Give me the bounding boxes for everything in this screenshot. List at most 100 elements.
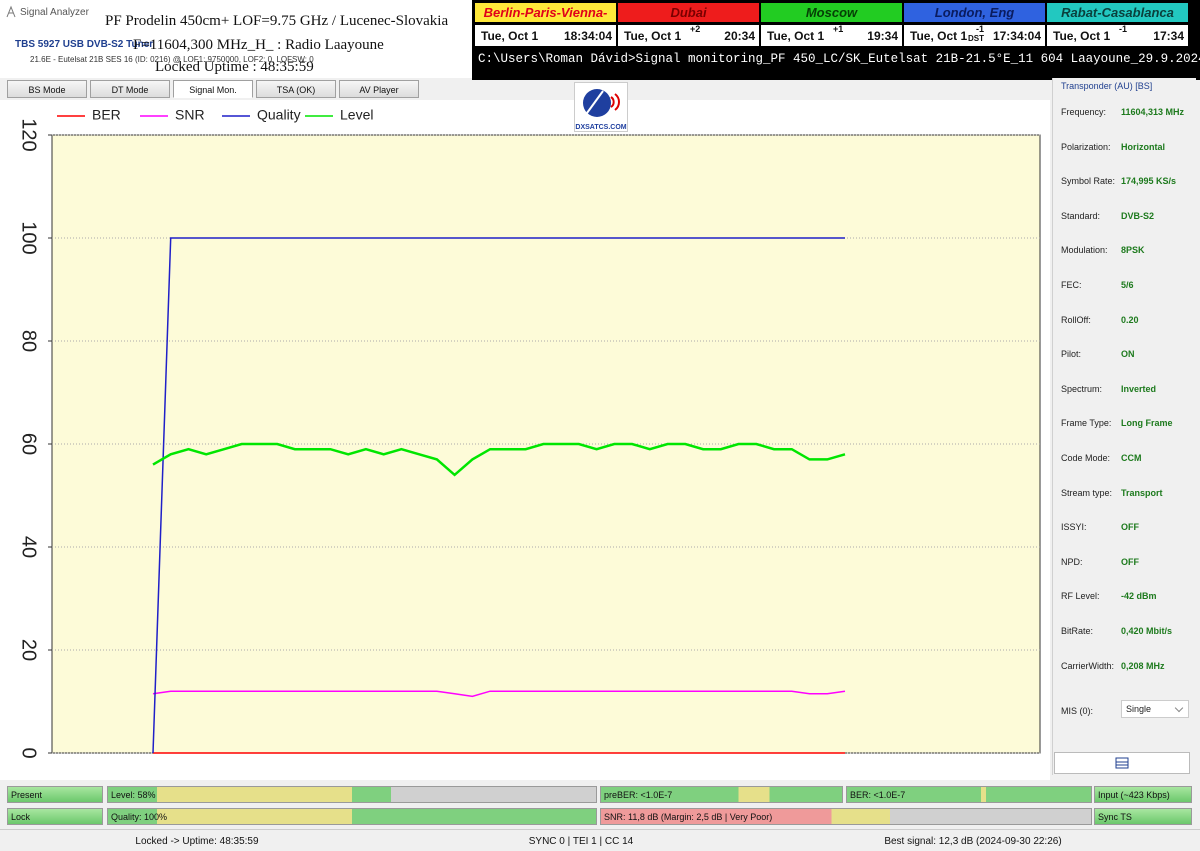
field-label: Code Mode: xyxy=(1061,453,1111,463)
status-cell: SNR: 11,8 dB (Margin: 2,5 dB | Very Poor… xyxy=(600,808,1092,825)
tab[interactable]: TSA (OK) xyxy=(256,80,336,98)
clock-time: 17:34:04 xyxy=(992,29,1041,43)
status-cell: Quality: 100% xyxy=(107,808,597,825)
field-label: FEC: xyxy=(1061,280,1082,290)
chart: 0 20 40 60 80 100 120 BER SNR Quality Level xyxy=(0,100,1050,780)
field-value: OFF xyxy=(1121,556,1139,567)
device-name: TBS 5927 USB DVB-S2 Tuner xyxy=(15,39,154,50)
tab[interactable]: AV Player xyxy=(339,80,419,98)
status-footer: Locked -> Uptime: 48:35:59 SYNC 0 | TEI … xyxy=(0,829,1200,851)
clock-note: DST xyxy=(968,34,984,43)
tab[interactable]: DT Mode xyxy=(90,80,170,98)
logo-dish xyxy=(583,89,620,117)
clock-time: 17:34 xyxy=(1153,29,1184,43)
caption: F=11604,300 MHz_H_ : Radio Laayoune xyxy=(133,37,384,53)
field-label: NPD: xyxy=(1061,556,1083,567)
status-cell: Present xyxy=(7,786,103,803)
caption: PF Prodelin 450cm+ LOF=9.75 GHz / Lucene… xyxy=(105,13,449,29)
field-label: RollOff: xyxy=(1061,314,1091,325)
caption: Locked Uptime : 48:35:59 xyxy=(155,59,314,75)
field-label: Frequency: xyxy=(1061,107,1107,117)
menu-button[interactable] xyxy=(1054,752,1190,774)
field-value: 0.20 xyxy=(1121,314,1139,325)
field-value: OFF xyxy=(1121,522,1139,533)
y-tick-label: 40 xyxy=(18,536,40,558)
field-value: Transport xyxy=(1121,487,1163,498)
legend-label: Level xyxy=(340,107,373,123)
field-label: Stream type: xyxy=(1061,487,1113,498)
clock: Moscow Tue, Oct 1 19:34 +1 xyxy=(761,3,902,48)
field-label: Spectrum: xyxy=(1061,383,1103,394)
clock-day: Tue, Oct 1 xyxy=(624,29,682,43)
field-label: CarrierWidth: xyxy=(1061,660,1115,671)
clock-city: London, Eng xyxy=(904,3,1045,22)
clock: Dubai Tue, Oct 1 20:34 +2 xyxy=(618,3,759,48)
clock: Berlin-Paris-Vienna-RomaTue, Oct 1 18:34:… xyxy=(475,3,616,48)
field-value: Inverted xyxy=(1121,383,1157,394)
clock-panel: Berlin-Paris-Vienna-RomaTue, Oct 118:34:… xyxy=(472,0,1200,80)
clock-day: Tue, Oct 1 xyxy=(481,29,539,43)
clock-time-row: Tue, Oct 1 17:34:04 -1 DST xyxy=(904,24,1045,46)
clock-day: Tue, Oct 1 xyxy=(767,29,825,43)
tab[interactable]: Signal Mon. xyxy=(173,80,253,98)
legend-label: Quality xyxy=(257,107,301,123)
clock-offset: -1 xyxy=(1119,24,1128,34)
console-line: C:\Users\Roman Dávid>Signal monitoring_P… xyxy=(478,52,1200,66)
field-value: Horizontal xyxy=(1121,141,1165,152)
clock-offset: +1 xyxy=(833,24,844,34)
clock-offset: -1 xyxy=(976,24,985,34)
window-title: Signal Analyzer xyxy=(20,7,89,18)
field-value: DVB-S2 xyxy=(1121,210,1155,221)
legend-label: BER xyxy=(92,107,121,123)
clock-time-row: Tue, Oct 1 18:34:04 xyxy=(475,25,616,46)
clock-city: Berlin-Paris-Vienna-Roma xyxy=(475,3,616,39)
field-value: 0,208 MHz xyxy=(1121,660,1165,671)
status-cell: Lock xyxy=(7,808,103,825)
clock-city: Dubai xyxy=(618,3,759,22)
logo-text: DXSATCS.COM xyxy=(575,124,627,131)
clock-day: Tue, Oct 1 xyxy=(1053,29,1111,43)
clock-city: Moscow xyxy=(761,3,902,22)
transponder-panel: Transponder (AU) [BS] Frequency: 11604,31… xyxy=(1052,78,1196,775)
footer-text: Locked -> Uptime: 48:35:59 xyxy=(135,836,259,847)
y-tick-label: 100 xyxy=(18,221,40,254)
clock-time-row: Tue, Oct 1 17:34 -1 xyxy=(1047,24,1188,46)
clock-time: 18:34:04 xyxy=(563,29,612,43)
series-line xyxy=(152,690,846,698)
clock-city: Rabat-Casablanca xyxy=(1047,3,1188,22)
y-tick-label: 20 xyxy=(18,639,40,661)
field-value: 0,420 Mbit/s xyxy=(1121,626,1173,636)
clock: Rabat-Casablanca Tue, Oct 1 17:34 -1 xyxy=(1047,3,1188,48)
field-label: BitRate: xyxy=(1061,626,1094,636)
footer-text: Best signal: 12,3 dB (2024-09-30 22:26) xyxy=(884,836,1062,847)
logo: DXSATCS.COM xyxy=(574,82,628,132)
status-cell: preBER: <1.0E-7 xyxy=(600,786,843,803)
mis-select[interactable]: Single xyxy=(1121,700,1189,718)
field-value: 174,995 KS/s xyxy=(1121,176,1177,187)
field-value: CCM xyxy=(1121,453,1142,463)
field-value: 8PSK xyxy=(1121,245,1145,256)
field-label: Modulation: xyxy=(1061,245,1108,256)
mis-value: Single xyxy=(1126,704,1152,714)
field-label: Pilot: xyxy=(1061,349,1082,360)
field-label: Standard: xyxy=(1061,210,1101,221)
y-tick-label: 60 xyxy=(18,433,40,455)
field-value: Long Frame xyxy=(1121,418,1173,429)
y-tick-label: 80 xyxy=(18,330,40,352)
footer-text: SYNC 0 | TEI 1 | CC 14 xyxy=(528,836,634,847)
clock-time-row: Tue, Oct 1 20:34 +2 xyxy=(618,24,759,46)
field-value: 5/6 xyxy=(1121,280,1134,290)
y-tick-label: 120 xyxy=(18,118,40,151)
satellite-info: 21.6E - Eutelsat 21B SES 16 (ID: 0216) @… xyxy=(30,55,314,64)
clock-offset: +2 xyxy=(690,24,701,34)
series-line xyxy=(152,237,845,754)
clock-time-row: Tue, Oct 1 19:34 +1 xyxy=(761,24,902,46)
tab[interactable]: BS Mode xyxy=(7,80,87,98)
series-line xyxy=(152,442,846,477)
clock-time: 19:34 xyxy=(867,29,898,43)
field-label: ISSYI: xyxy=(1061,522,1087,533)
status-cell: Sync TS xyxy=(1094,808,1192,825)
status-cell: Input (~423 Kbps) xyxy=(1094,786,1192,803)
status-cell: BER: <1.0E-7 xyxy=(846,786,1092,803)
